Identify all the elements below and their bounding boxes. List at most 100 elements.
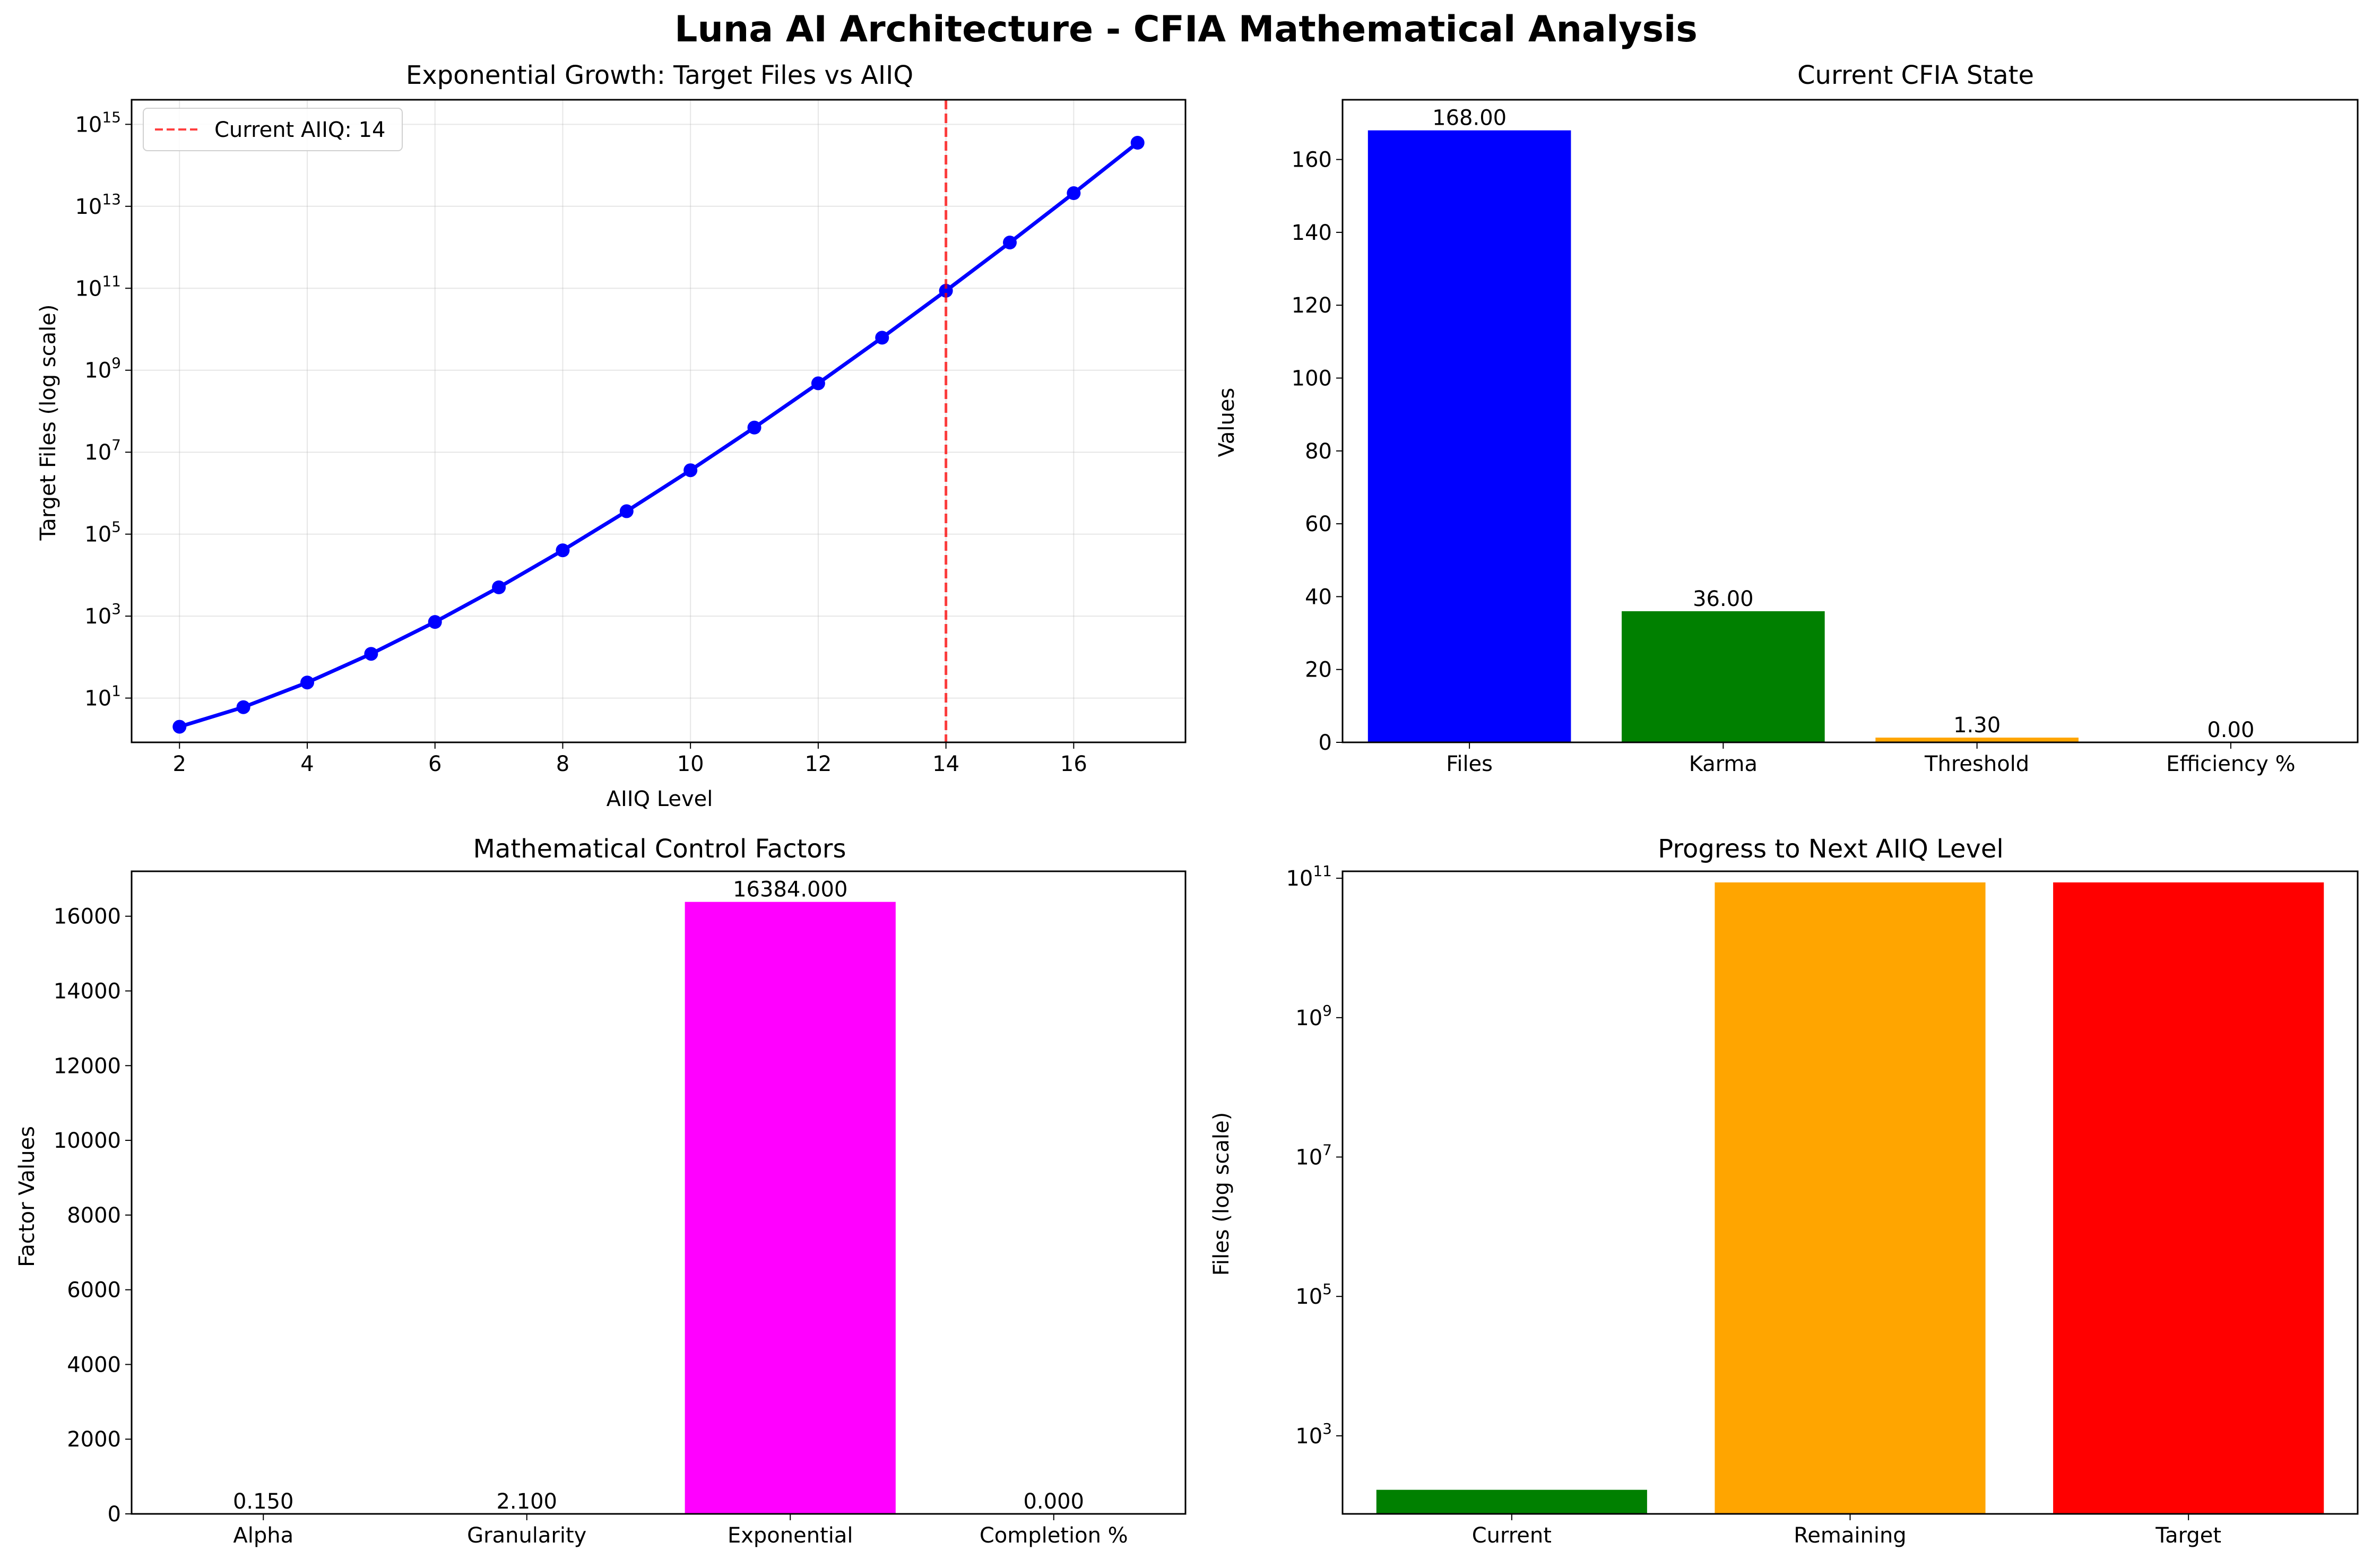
growth-x-tick-label: 4 [300, 752, 314, 776]
factors-bar-value-label: 0.000 [1023, 1489, 1084, 1514]
cfia-bar-value-label: 168.00 [1432, 106, 1507, 131]
factors-x-tick-label: Granularity [467, 1523, 586, 1548]
factors-y-tick-label: 16000 [54, 905, 121, 929]
growth-series [172, 100, 1145, 742]
growth-data-point [619, 504, 634, 518]
growth-data-point [300, 675, 314, 690]
growth-data-point [875, 331, 889, 345]
factors-ticks: 0 2000 4000 6000 8000 10000 12000 14000 16000 Alp… [54, 905, 1128, 1548]
progress-bar [1376, 1489, 1647, 1514]
cfia-x-tick-label: Files [1446, 752, 1493, 776]
progress-y-tick-label: 103 [1295, 1420, 1332, 1449]
legend-vline-label: Current AIIQ: 14 [214, 118, 385, 142]
growth-legend: Current AIIQ: 14 [143, 108, 403, 151]
progress-x-tick-label: Target [2155, 1523, 2221, 1548]
growth-x-tick-label: 8 [556, 752, 569, 776]
growth-x-tick-label: 12 [804, 752, 832, 776]
growth-data-point [492, 580, 506, 594]
factors-y-tick-label: 14000 [54, 979, 121, 1003]
factors-bar-value-label: 16384.000 [733, 878, 847, 902]
growth-x-tick-label: 10 [677, 752, 704, 776]
progress-x-tick-label: Current [1472, 1523, 1552, 1548]
growth-chart-title: Exponential Growth: Target Files vs AIIQ [406, 60, 913, 90]
cfia-ticks: 0 20 40 60 80 100 120 140 160 Files Karma Threshold… [1292, 148, 2296, 776]
factors-bar-value-label: 2.100 [496, 1489, 557, 1514]
growth-y-tick-label: 101 [84, 682, 121, 711]
factors-y-tick-label: 6000 [67, 1278, 121, 1303]
growth-line-chart: Exponential Growth: Target Files vs AIIQ… [36, 60, 1187, 811]
factors-bars: 0.150 2.100 16384.000 0.000 [158, 878, 1084, 1514]
progress-y-tick-label: 107 [1295, 1141, 1332, 1170]
growth-y-tick-label: 1013 [75, 190, 121, 219]
cfia-bar [1622, 611, 1825, 742]
progress-bar-chart: Progress to Next AIIQ Level Files (log s… [1209, 834, 2359, 1548]
growth-x-axis-label: AIIQ Level [607, 787, 713, 811]
factors-x-tick-label: Completion % [980, 1523, 1128, 1548]
growth-plot-frame [131, 99, 1187, 743]
growth-data-point [683, 463, 698, 478]
growth-data-point [236, 700, 250, 714]
cfia-y-tick-label: 100 [1292, 366, 1332, 391]
growth-ticks: 2 4 6 8 10 12 14 16 101 103 105 107 109 1011 1013 1015 [75, 108, 1087, 776]
growth-y-tick-label: 109 [84, 354, 121, 383]
progress-plot-frame [1341, 870, 2359, 1515]
legend-box [143, 108, 403, 151]
factors-bar [685, 902, 896, 1514]
cfia-x-tick-label: Karma [1689, 752, 1758, 776]
cfia-y-tick-label: 120 [1292, 293, 1332, 318]
progress-ticks: 103 105 107 109 1011 Current Remaining Target [1286, 862, 2221, 1548]
progress-y-tick-label: 109 [1295, 1002, 1332, 1030]
factors-y-tick-label: 10000 [54, 1129, 121, 1153]
cfia-x-tick-label: Efficiency % [2166, 752, 2295, 776]
factors-y-tick-label: 0 [108, 1502, 121, 1527]
factors-y-tick-label: 12000 [54, 1054, 121, 1078]
control-factors-bar-chart: Mathematical Control Factors Factor Valu… [15, 834, 1187, 1548]
growth-data-point [172, 720, 187, 734]
growth-y-tick-label: 105 [84, 518, 121, 547]
cfia-bar [1367, 130, 1571, 743]
factors-y-axis-label: Factor Values [15, 1126, 39, 1267]
factors-y-tick-label: 8000 [67, 1203, 121, 1228]
progress-y-tick-label: 105 [1295, 1280, 1332, 1309]
growth-data-point [1003, 236, 1017, 250]
growth-data-point [811, 376, 825, 391]
factors-x-tick-label: Exponential [728, 1523, 853, 1548]
progress-y-tick-label: 1011 [1286, 862, 1332, 891]
cfia-bar [1875, 738, 2079, 742]
factors-y-tick-label: 2000 [67, 1427, 121, 1452]
factors-plot-frame [131, 870, 1187, 1515]
progress-bar [1715, 882, 1986, 1514]
growth-series-line [179, 141, 1139, 729]
factors-bar-value-label: 0.150 [233, 1489, 294, 1514]
cfia-bar-value-label: 1.30 [1953, 713, 2001, 738]
factors-y-tick-label: 4000 [67, 1353, 121, 1377]
growth-x-tick-label: 6 [428, 752, 441, 776]
growth-x-tick-label: 14 [932, 752, 959, 776]
growth-y-tick-label: 1015 [75, 108, 121, 137]
cfia-y-tick-label: 0 [1319, 731, 1332, 755]
progress-bar [2053, 882, 2324, 1514]
growth-data-point [939, 283, 953, 298]
growth-data-point [428, 615, 442, 629]
growth-y-tick-label: 107 [84, 436, 121, 465]
growth-data-point [1067, 186, 1081, 201]
growth-data-point [747, 420, 761, 435]
cfia-y-tick-label: 60 [1305, 512, 1332, 536]
cfia-y-tick-label: 80 [1305, 439, 1332, 464]
progress-y-axis-label: Files (log scale) [1209, 1112, 1234, 1276]
progress-bars [1376, 882, 2324, 1514]
cfia-y-tick-label: 40 [1305, 585, 1332, 609]
progress-chart-title: Progress to Next AIIQ Level [1658, 834, 2004, 864]
cfia-y-axis-label: Values [1215, 388, 1239, 457]
cfia-state-bar-chart: Current CFIA State Values 0 20 40 60 80 100 12… [1215, 60, 2359, 776]
cfia-plot-frame [1341, 99, 2359, 743]
progress-x-tick-label: Remaining [1794, 1523, 1906, 1548]
figure-title: Luna AI Architecture - CFIA Mathematical… [674, 8, 1698, 50]
growth-y-tick-label: 1011 [75, 272, 121, 301]
cfia-bar-value-label: 36.00 [1693, 587, 1754, 611]
growth-data-point [364, 647, 378, 661]
growth-x-tick-label: 2 [173, 752, 186, 776]
cfia-y-tick-label: 140 [1292, 221, 1332, 245]
growth-data-point [556, 543, 570, 558]
